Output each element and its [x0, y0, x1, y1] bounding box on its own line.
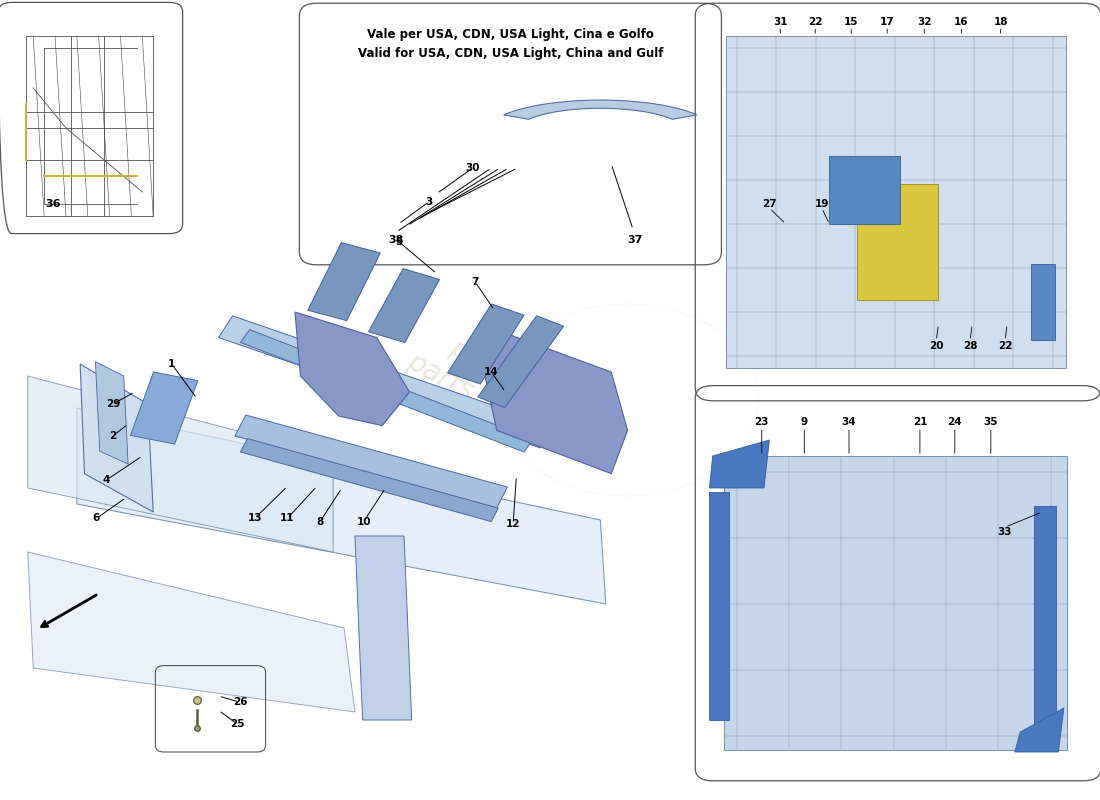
Text: 11: 11 — [280, 514, 295, 523]
Text: 38: 38 — [388, 235, 404, 245]
Polygon shape — [131, 372, 198, 444]
Polygon shape — [448, 304, 524, 384]
Text: 32: 32 — [917, 18, 932, 27]
Polygon shape — [241, 438, 498, 522]
Polygon shape — [77, 408, 606, 604]
Polygon shape — [28, 552, 355, 712]
Text: 33: 33 — [998, 527, 1012, 537]
Text: 4: 4 — [102, 475, 110, 485]
Text: 29: 29 — [106, 399, 120, 409]
Text: 25: 25 — [230, 719, 244, 729]
FancyBboxPatch shape — [857, 184, 938, 300]
Polygon shape — [355, 536, 411, 720]
Text: 9: 9 — [801, 418, 807, 427]
Text: 34: 34 — [842, 418, 856, 427]
Polygon shape — [295, 312, 409, 426]
Text: 24: 24 — [947, 418, 962, 427]
FancyBboxPatch shape — [724, 456, 1067, 750]
FancyBboxPatch shape — [829, 156, 900, 224]
Text: 20: 20 — [930, 341, 944, 350]
Text: 1: 1 — [168, 359, 175, 369]
Polygon shape — [80, 364, 153, 512]
Text: 22: 22 — [998, 341, 1012, 350]
Polygon shape — [241, 330, 534, 452]
Polygon shape — [219, 316, 554, 448]
Text: 22: 22 — [808, 18, 823, 27]
FancyBboxPatch shape — [1031, 264, 1055, 340]
Text: 30: 30 — [465, 163, 480, 173]
Text: 31: 31 — [773, 18, 788, 27]
Polygon shape — [481, 324, 628, 474]
Text: 12: 12 — [506, 519, 520, 529]
Text: 37: 37 — [628, 235, 642, 245]
Text: 2: 2 — [109, 431, 117, 441]
FancyBboxPatch shape — [1034, 506, 1056, 738]
Polygon shape — [308, 242, 381, 321]
Text: 21: 21 — [913, 418, 927, 427]
Text: 6: 6 — [92, 514, 100, 523]
Text: 35: 35 — [983, 418, 998, 427]
Text: 27: 27 — [762, 199, 777, 209]
Text: 13: 13 — [248, 514, 262, 523]
Polygon shape — [1015, 708, 1064, 752]
Text: Vale per USA, CDN, USA Light, Cina e Golfo: Vale per USA, CDN, USA Light, Cina e Gol… — [367, 28, 654, 41]
Polygon shape — [96, 362, 128, 464]
Text: 15: 15 — [844, 18, 858, 27]
Text: 8: 8 — [317, 517, 323, 526]
Text: 17: 17 — [880, 18, 894, 27]
Polygon shape — [368, 269, 440, 342]
Text: 7: 7 — [471, 277, 478, 286]
Text: 10: 10 — [356, 517, 371, 526]
Polygon shape — [477, 316, 563, 407]
Text: 23: 23 — [755, 418, 769, 427]
Text: 16: 16 — [954, 18, 969, 27]
Text: 26: 26 — [233, 698, 248, 707]
Text: 5: 5 — [395, 237, 403, 246]
Text: 19: 19 — [815, 199, 829, 209]
FancyBboxPatch shape — [726, 36, 1066, 368]
Polygon shape — [28, 376, 333, 552]
Text: professional
parts since 1946: professional parts since 1946 — [402, 319, 635, 481]
FancyBboxPatch shape — [710, 492, 729, 720]
Text: 28: 28 — [962, 341, 977, 350]
Text: 14: 14 — [484, 367, 498, 377]
Polygon shape — [710, 440, 769, 488]
Polygon shape — [235, 415, 507, 508]
Polygon shape — [504, 100, 697, 119]
Text: 36: 36 — [45, 199, 60, 209]
Text: Valid for USA, CDN, USA Light, China and Gulf: Valid for USA, CDN, USA Light, China and… — [359, 47, 663, 60]
Text: 18: 18 — [993, 18, 1008, 27]
Text: 3: 3 — [426, 197, 432, 206]
